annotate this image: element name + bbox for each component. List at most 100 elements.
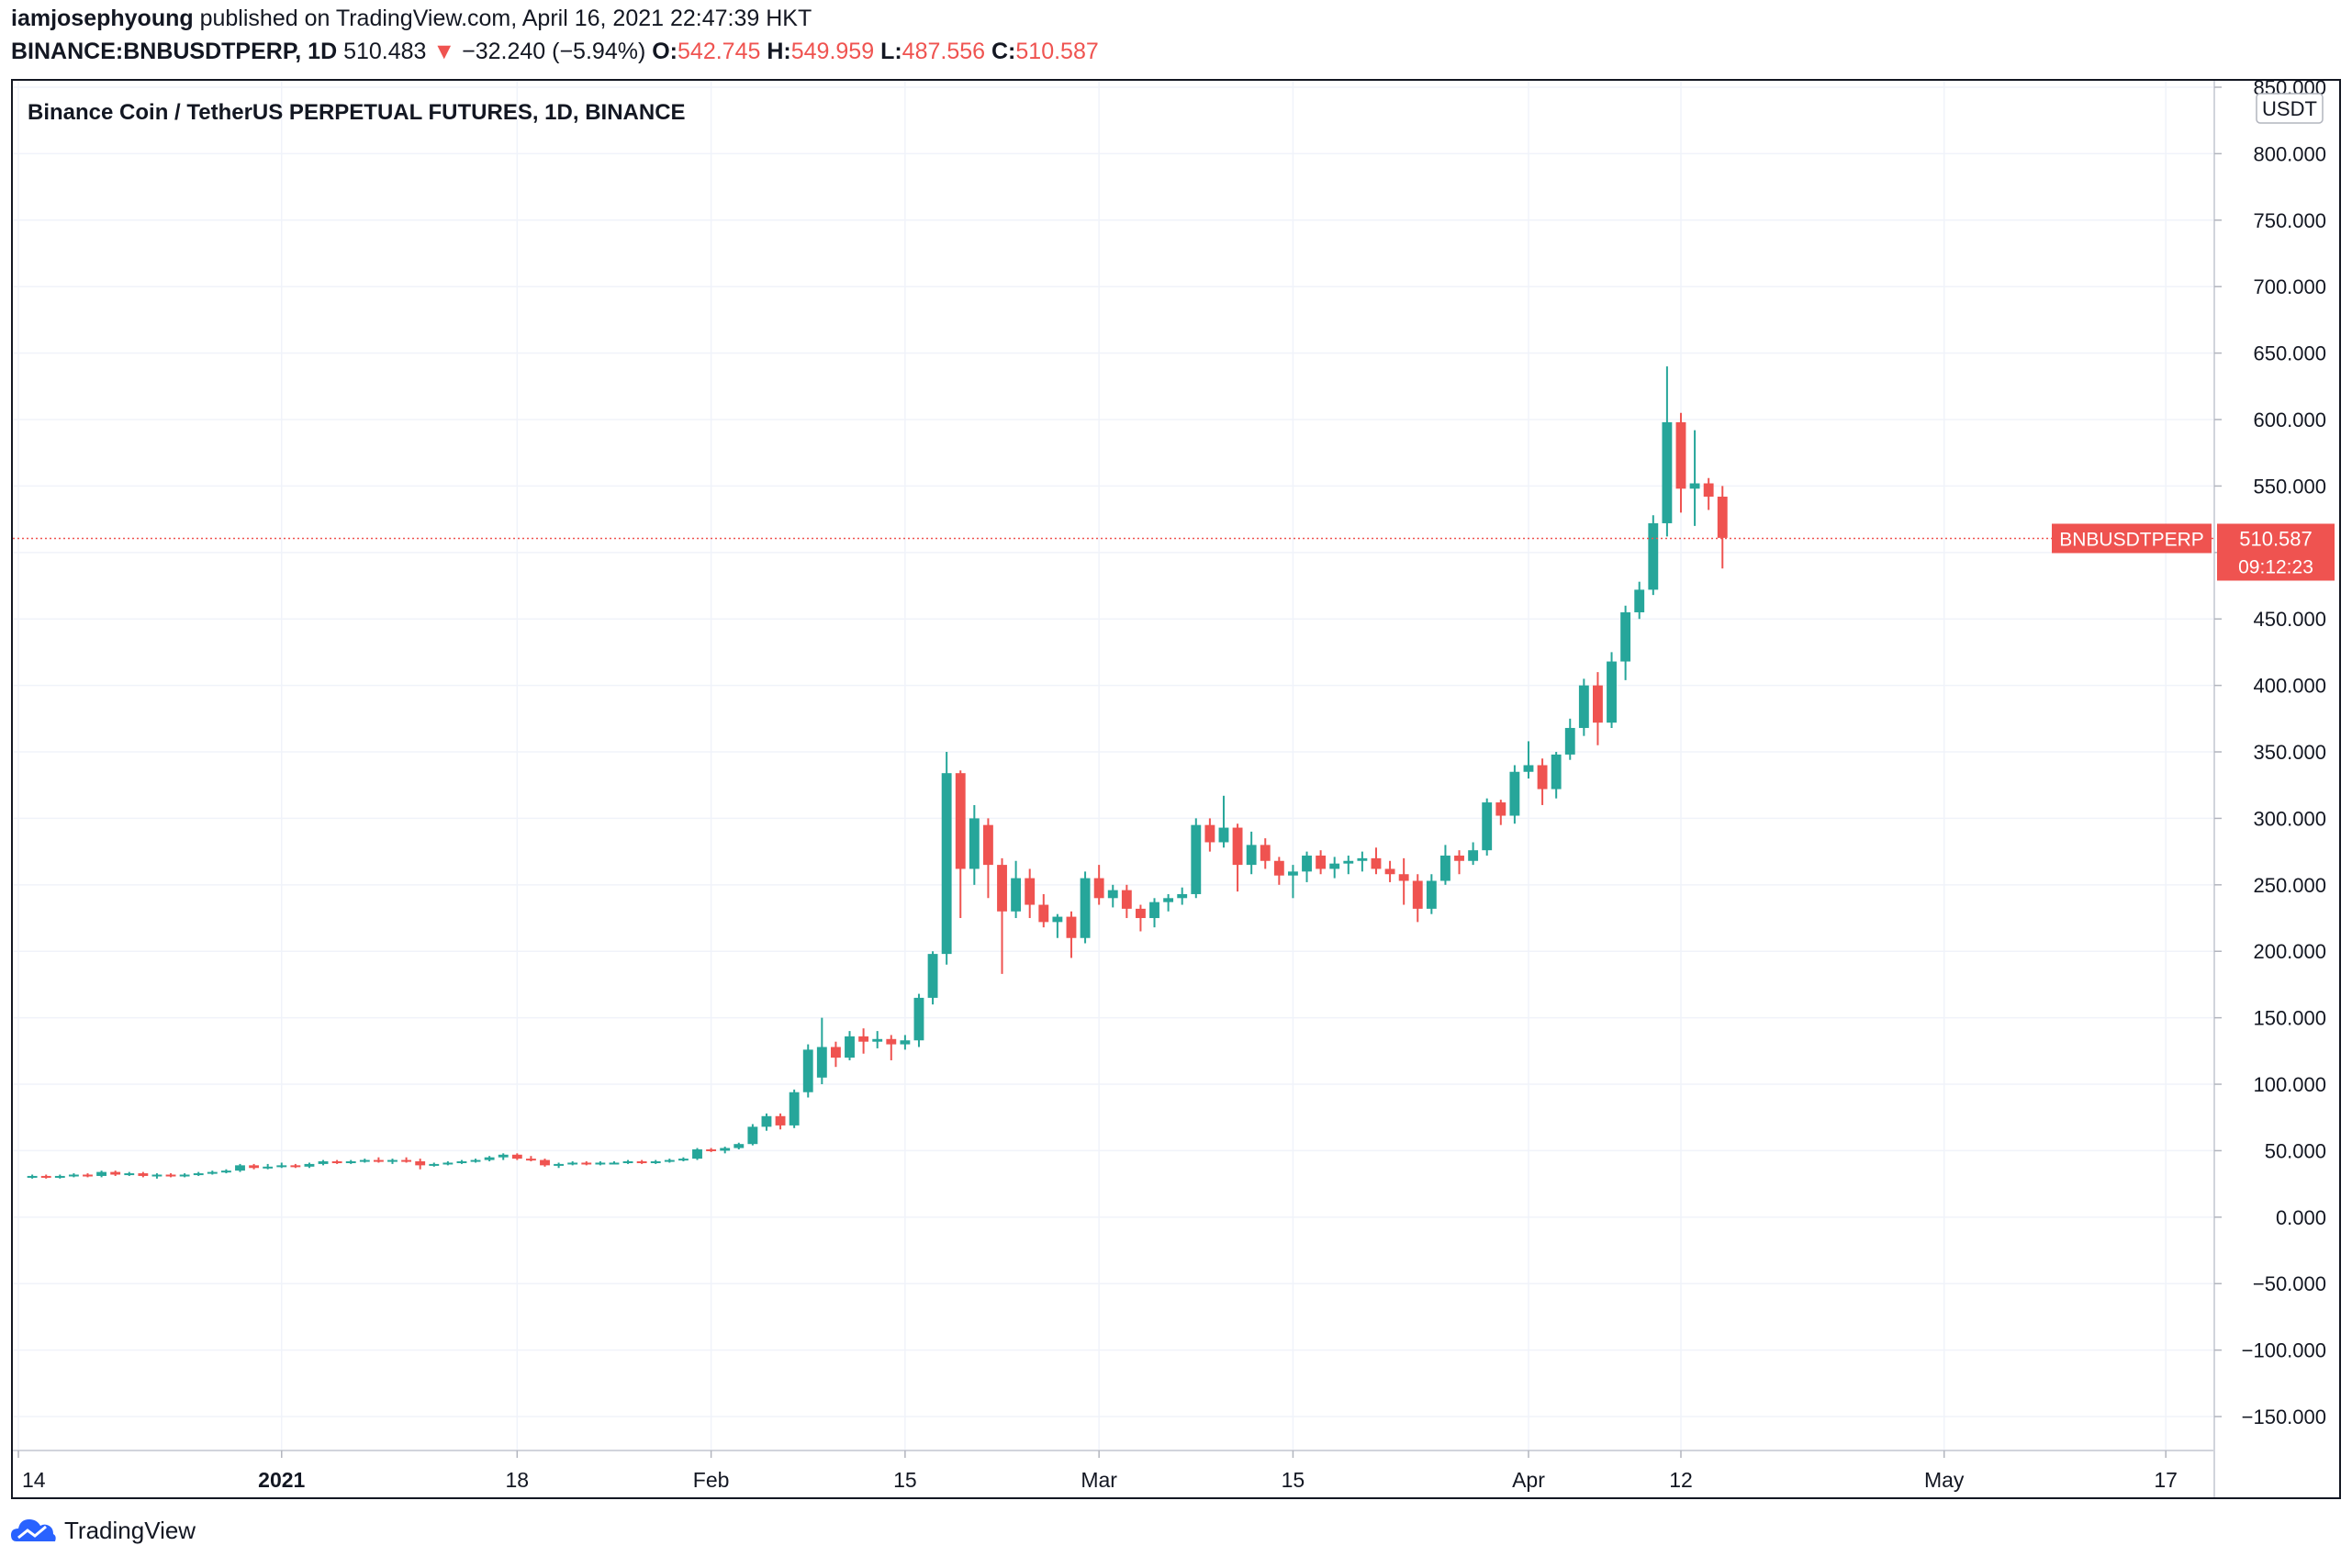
y-tick-label: 800.000 bbox=[2253, 142, 2326, 165]
currency-badge[interactable]: USDT bbox=[2256, 93, 2324, 124]
x-tick-label: 14 bbox=[22, 1468, 46, 1492]
candle bbox=[1371, 847, 1382, 875]
x-tick-label: 15 bbox=[893, 1468, 917, 1492]
time-axis[interactable]: 14 2021 18 Feb 15 Mar 15 Apr 12 May 17 bbox=[17, 1450, 2178, 1492]
candle bbox=[858, 1028, 869, 1054]
candle-body bbox=[720, 1148, 731, 1151]
candle bbox=[802, 1044, 813, 1098]
y-tick-label: −150.000 bbox=[2242, 1406, 2326, 1428]
candle-body bbox=[1066, 916, 1077, 938]
candle bbox=[1093, 865, 1104, 905]
candle bbox=[720, 1147, 731, 1154]
candle-body bbox=[650, 1161, 661, 1164]
candle bbox=[1080, 871, 1091, 944]
candle bbox=[1523, 741, 1534, 778]
candle-body bbox=[622, 1161, 633, 1164]
candle-body bbox=[872, 1038, 883, 1042]
x-tick-label: Mar bbox=[1081, 1468, 1117, 1492]
candle-body bbox=[997, 865, 1007, 912]
candle bbox=[484, 1156, 495, 1162]
candle-body bbox=[1482, 802, 1493, 851]
candle-body bbox=[1509, 771, 1520, 816]
candle-body bbox=[775, 1115, 786, 1126]
candle bbox=[1398, 857, 1409, 905]
candle bbox=[845, 1031, 855, 1060]
y-tick-label: −100.000 bbox=[2242, 1339, 2326, 1362]
candle-body bbox=[207, 1171, 218, 1174]
candle bbox=[1495, 800, 1506, 825]
candle-body bbox=[96, 1171, 107, 1176]
candle-body bbox=[1468, 850, 1479, 861]
candle bbox=[622, 1159, 633, 1164]
candle-body bbox=[761, 1115, 772, 1127]
candle-body bbox=[1703, 483, 1714, 497]
candle bbox=[151, 1173, 162, 1179]
candle-body bbox=[636, 1161, 647, 1164]
candle bbox=[110, 1170, 121, 1176]
candle-body bbox=[235, 1165, 245, 1171]
candle bbox=[470, 1159, 481, 1163]
y-tick-label: 750.000 bbox=[2253, 209, 2326, 232]
candle bbox=[290, 1163, 301, 1169]
candle bbox=[68, 1173, 79, 1178]
candle bbox=[706, 1148, 717, 1152]
high-label: H: bbox=[767, 39, 791, 64]
candle bbox=[830, 1041, 841, 1068]
candle-body bbox=[1454, 855, 1464, 861]
candle bbox=[1648, 515, 1659, 596]
candle bbox=[1551, 752, 1562, 799]
candle bbox=[1689, 430, 1700, 526]
candle-body bbox=[276, 1165, 287, 1168]
candle bbox=[331, 1159, 342, 1164]
candle-body bbox=[1343, 860, 1354, 864]
candle-body bbox=[982, 824, 993, 866]
candle-body bbox=[664, 1159, 675, 1162]
candle-body bbox=[678, 1159, 689, 1161]
price-axis[interactable]: 850.000800.000750.000700.000650.000600.0… bbox=[2214, 76, 2326, 1428]
candle bbox=[1204, 818, 1215, 852]
candle bbox=[511, 1153, 522, 1160]
candle bbox=[1260, 838, 1271, 869]
candle-body bbox=[1287, 871, 1298, 876]
candle-body bbox=[1038, 904, 1049, 923]
candle bbox=[1329, 857, 1340, 879]
candle-body bbox=[484, 1157, 495, 1160]
candle-body bbox=[429, 1163, 440, 1166]
publish-text: published on TradingView.com, April 16, … bbox=[199, 6, 812, 31]
chart-frame[interactable]: 850.000 800.000 750.000 700.000 650.000 600.0… bbox=[11, 76, 2341, 1499]
high-value: 549.959 bbox=[790, 39, 875, 64]
candle bbox=[1717, 486, 1728, 569]
candle-body bbox=[1675, 421, 1686, 489]
candle bbox=[734, 1142, 745, 1149]
candle-body bbox=[706, 1148, 717, 1151]
candle bbox=[595, 1161, 606, 1166]
candle bbox=[124, 1171, 135, 1176]
candle-body bbox=[525, 1159, 536, 1161]
price-change: −32.240 (−5.94%) bbox=[462, 39, 646, 64]
candle bbox=[1412, 874, 1423, 923]
candle bbox=[345, 1159, 356, 1164]
ohlc-line: BINANCE:BNBUSDTPERP, 1D 510.483 ▼ −32.24… bbox=[11, 39, 1099, 65]
candle-body bbox=[1080, 878, 1091, 938]
candle bbox=[581, 1161, 592, 1166]
candlestick-chart[interactable]: 850.000800.000750.000700.000650.000600.0… bbox=[13, 76, 2339, 1497]
candle-body bbox=[913, 997, 924, 1041]
candle bbox=[359, 1159, 370, 1163]
candle bbox=[609, 1161, 620, 1165]
x-tick-label: Apr bbox=[1512, 1468, 1545, 1492]
candle-body bbox=[442, 1162, 454, 1165]
candle bbox=[1426, 874, 1437, 914]
candle bbox=[401, 1157, 412, 1163]
candle-body bbox=[1648, 522, 1659, 590]
candle bbox=[1703, 477, 1714, 510]
candle bbox=[664, 1159, 675, 1163]
x-tick-label: 18 bbox=[506, 1468, 530, 1492]
candle bbox=[886, 1035, 897, 1060]
candle-body bbox=[1620, 611, 1631, 662]
cloud-logo-icon bbox=[11, 1518, 56, 1541]
candle bbox=[1177, 887, 1188, 905]
candle-body bbox=[692, 1148, 702, 1159]
candle-body bbox=[1689, 483, 1700, 489]
candle-body bbox=[138, 1173, 149, 1176]
tradingview-logo[interactable]: TradingView bbox=[11, 1517, 196, 1545]
